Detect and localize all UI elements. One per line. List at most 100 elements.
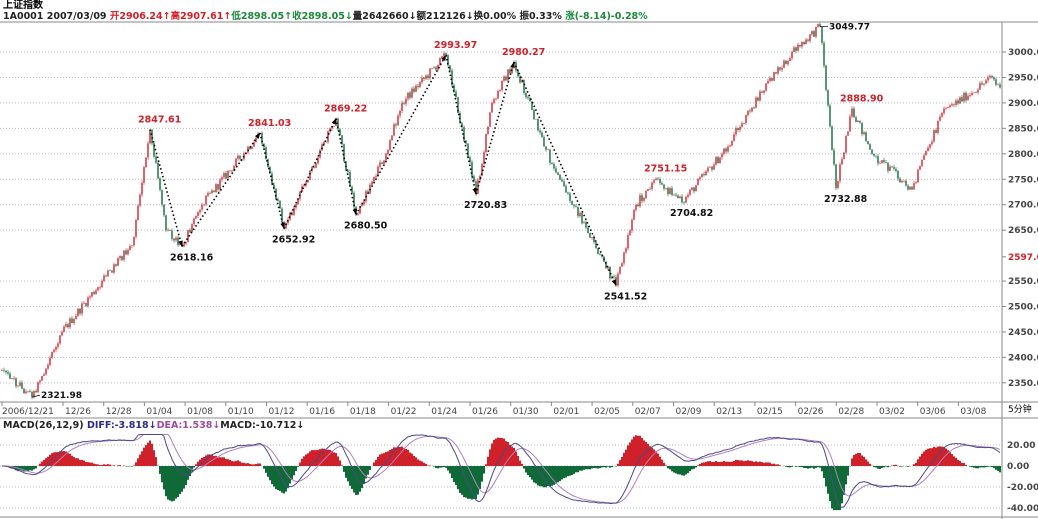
- candle-body: [351, 186, 353, 193]
- candle-body: [797, 44, 799, 51]
- candle-body: [705, 171, 707, 176]
- macd-bar: [189, 466, 191, 477]
- macd-bar: [683, 466, 685, 476]
- candle-body: [457, 97, 459, 114]
- macd-bar: [787, 466, 789, 468]
- macd-bar: [821, 466, 823, 472]
- candle-body: [499, 90, 501, 91]
- candle-body: [689, 189, 691, 195]
- candle-body: [629, 230, 631, 236]
- macd-bar: [873, 466, 875, 468]
- macd-bar: [963, 463, 965, 466]
- x-tick-label: 01/22: [391, 407, 417, 417]
- candle-body: [413, 88, 415, 92]
- macd-bar: [97, 464, 99, 466]
- macd-bar: [295, 466, 297, 471]
- macd-bar: [87, 462, 89, 466]
- macd-bar: [413, 456, 415, 466]
- candle-body: [745, 115, 747, 124]
- candle-body: [497, 90, 499, 99]
- macd-bar: [387, 451, 389, 466]
- candle-body: [785, 60, 787, 65]
- candle-body: [227, 170, 229, 179]
- candle-body: [77, 308, 79, 316]
- macd-bar: [75, 458, 77, 466]
- macd-bar: [323, 448, 325, 466]
- macd-bar: [27, 466, 29, 471]
- macd-bar: [795, 466, 797, 467]
- macd-bar: [977, 466, 979, 469]
- candle-body: [891, 166, 893, 168]
- candle-body: [23, 388, 25, 394]
- candle-body: [823, 42, 825, 66]
- candle-body: [717, 157, 719, 164]
- trend-arrow: [335, 118, 357, 215]
- macd-bar: [707, 461, 709, 466]
- macd-bar: [287, 466, 289, 489]
- macd-bar: [577, 466, 579, 473]
- macd-bar: [663, 462, 665, 466]
- macd-bar: [365, 466, 367, 479]
- macd-bar: [743, 461, 745, 466]
- candle-body: [625, 248, 627, 253]
- y-tick-label: 2850.0: [1008, 124, 1038, 134]
- macd-bar: [951, 454, 953, 466]
- macd-bar: [835, 466, 837, 511]
- macd-bar: [719, 461, 721, 466]
- candle-body: [389, 140, 391, 150]
- macd-bar: [99, 465, 101, 466]
- macd-bar: [579, 466, 581, 471]
- period-label[interactable]: 5分钟: [1008, 405, 1032, 415]
- candle-body: [735, 128, 737, 135]
- macd-bar: [411, 453, 413, 466]
- candle-body: [313, 167, 315, 168]
- macd-bar: [457, 466, 459, 490]
- candle-body: [725, 148, 727, 152]
- candle-body: [787, 60, 789, 65]
- candle-body: [519, 76, 521, 83]
- macd-bar: [955, 457, 957, 466]
- macd-bar: [947, 450, 949, 466]
- macd-bar: [77, 458, 79, 466]
- macd-bar: [339, 460, 341, 466]
- candle-body: [79, 308, 81, 314]
- macd-bar: [591, 466, 593, 469]
- candle-body: [343, 144, 345, 162]
- candle-body: [375, 176, 377, 178]
- candle-body: [715, 157, 717, 165]
- macd-bar: [259, 463, 261, 466]
- candle-body: [107, 270, 109, 277]
- candle-body: [799, 44, 801, 47]
- candle-body: [871, 149, 873, 154]
- arrow-head: [254, 132, 260, 139]
- macd-bar: [179, 466, 181, 495]
- candle-body: [817, 24, 819, 27]
- macd-bar: [557, 466, 559, 483]
- macd-bar: [637, 435, 639, 466]
- candle-body: [605, 261, 607, 269]
- x-tick-label: 01/04: [146, 407, 172, 417]
- candle-body: [929, 144, 931, 148]
- macd-bar: [301, 458, 303, 466]
- macd-bar: [81, 459, 83, 466]
- candle-body: [293, 207, 295, 215]
- macd-bar: [775, 464, 777, 466]
- candle-body: [889, 166, 891, 171]
- macd-dea: DEA:1.538↓: [156, 420, 221, 431]
- candle-body: [441, 56, 443, 58]
- x-tick-label: 01/10: [228, 407, 254, 417]
- macd-bar: [597, 466, 599, 469]
- macd-bar: [93, 463, 95, 466]
- candle-body: [209, 192, 211, 194]
- macd-bar: [271, 466, 273, 485]
- candle-body: [575, 206, 577, 207]
- macd-bar: [447, 466, 449, 471]
- candle-body: [857, 120, 859, 123]
- macd-bar: [545, 466, 547, 488]
- candle-body: [449, 65, 451, 71]
- macd-bar: [41, 461, 43, 466]
- candle-body: [651, 182, 653, 190]
- candle-body: [87, 297, 89, 306]
- x-tick-label: 02/15: [757, 407, 783, 417]
